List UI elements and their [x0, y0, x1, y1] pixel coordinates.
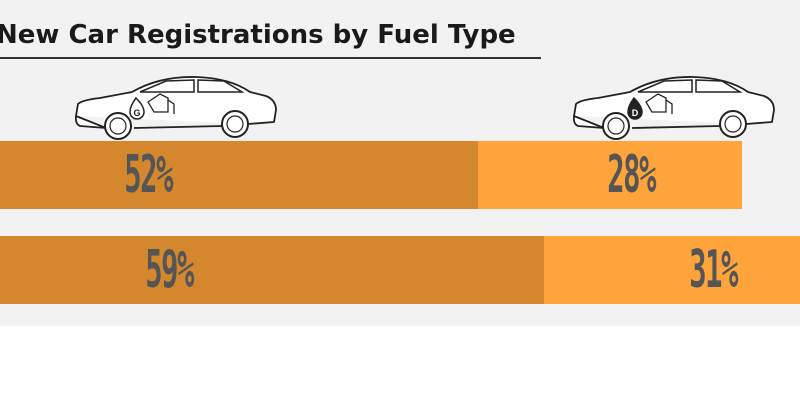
bar-diesel-row-2 — [544, 236, 800, 304]
chart-title: New Car Registrations by Fuel Type — [0, 20, 516, 50]
bar-row-2: 59% 31% — [0, 236, 800, 304]
gasoline-car-icon: G — [74, 76, 277, 140]
chart-panel: New Car Registrations by Fuel Type G D 5… — [0, 0, 800, 326]
bar-row-1: 52% 28% — [0, 141, 800, 209]
label-diesel-row-2: 31% — [689, 240, 738, 300]
gasoline-icon-letter: G — [133, 108, 140, 118]
diesel-car-icon: D — [572, 76, 775, 140]
bar-diesel-row-1 — [478, 141, 742, 209]
label-diesel-row-1: 28% — [607, 145, 656, 205]
title-underline — [0, 57, 541, 59]
label-gasoline-row-2: 59% — [144, 240, 194, 300]
diesel-icon-letter: D — [632, 108, 639, 118]
bar-gasoline-row-1 — [0, 141, 479, 209]
label-gasoline-row-1: 52% — [124, 145, 173, 205]
bar-gasoline-row-2 — [0, 236, 544, 304]
